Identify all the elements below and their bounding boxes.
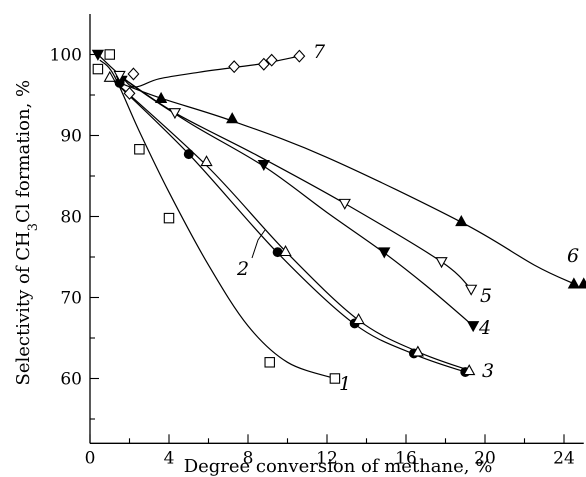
point-series-3-0 [103, 70, 116, 82]
point-series-6-3 [567, 277, 581, 289]
point-series-1-4 [264, 357, 275, 368]
series-label-2: 2 [236, 258, 249, 280]
point-series-3-4 [411, 345, 424, 357]
point-series-4-2 [257, 159, 270, 171]
point-series-1-0 [92, 63, 104, 75]
x-tick-label-0: 0 [85, 448, 96, 468]
series-label-7: 7 [313, 41, 326, 63]
curve-1 [99, 59, 336, 380]
y-tick-label-80: 80 [60, 208, 82, 228]
y-tick-label-90: 90 [60, 127, 82, 147]
curve-2 [109, 76, 466, 373]
x-tick-label-8: 8 [243, 448, 254, 468]
point-series-6-0 [154, 91, 168, 103]
series-label-6: 6 [567, 245, 579, 267]
point-series-5-3 [435, 257, 448, 269]
y-tick-label-70: 70 [60, 289, 82, 309]
point-series-5-1 [168, 108, 182, 120]
series-label-1: 1 [339, 373, 351, 395]
point-series-7-5 [293, 49, 306, 63]
point-series-3-1 [200, 155, 213, 167]
point-series-7-2 [228, 60, 241, 74]
point-series-4-3 [378, 247, 391, 259]
point-series-7-3 [257, 57, 270, 71]
point-series-7-0 [123, 86, 136, 100]
x-tick-label-16: 16 [395, 448, 417, 468]
series-label-5: 5 [480, 285, 492, 307]
y-tick-label-60: 60 [60, 370, 82, 390]
point-series-6-1 [226, 112, 239, 124]
curve-6 [119, 82, 575, 285]
point-series-1-2 [134, 144, 145, 155]
point-series-3-2 [279, 244, 292, 257]
point-series-1-3 [163, 212, 175, 224]
x-tick-label-12: 12 [316, 448, 338, 468]
series-2-leader-line [251, 229, 266, 259]
point-series-7-1 [127, 67, 140, 81]
point-series-3-5 [463, 364, 476, 376]
y-tick-label-100: 100 [50, 46, 82, 66]
curve-5 [119, 75, 472, 290]
point-series-1-5 [329, 373, 341, 384]
labels: 1 2 3 4 5 6 7 [236, 41, 579, 395]
curve-3 [109, 76, 470, 371]
x-tick-label-20: 20 [474, 448, 496, 468]
x-tick-label-24: 24 [553, 448, 575, 468]
x-axis-title: Degree conversion of methane, % [184, 456, 493, 477]
point-series-3-3 [352, 313, 365, 325]
point-series-2-1 [183, 149, 194, 160]
point-series-6-4 [577, 277, 586, 289]
markers [91, 49, 586, 384]
point-series-5-0 [113, 70, 126, 82]
series-label-4: 4 [478, 317, 491, 339]
point-series-7-4 [265, 53, 278, 67]
point-series-5-4 [465, 284, 478, 296]
point-series-4-4 [467, 321, 480, 333]
point-series-5-2 [338, 198, 351, 210]
point-series-6-2 [455, 215, 468, 227]
point-series-1-1 [104, 49, 116, 60]
y-axis-title: Selectivity of CH3Cl formation, % [13, 80, 41, 386]
x-tick-label-4: 4 [164, 448, 175, 468]
point-series-4-0 [91, 49, 105, 61]
series-label-3: 3 [482, 360, 494, 382]
